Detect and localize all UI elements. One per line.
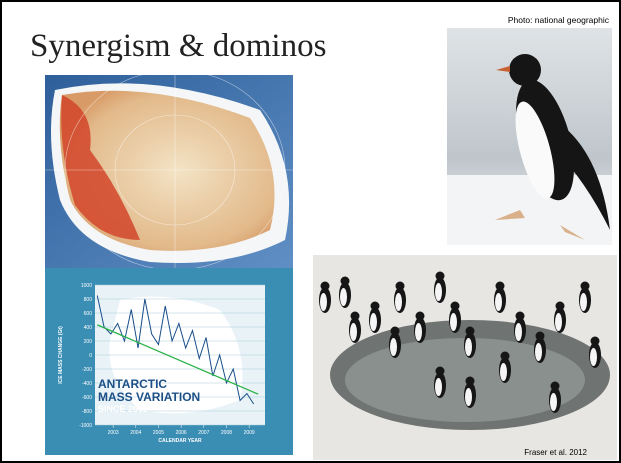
penguin-belly	[590, 348, 597, 366]
penguin-belly	[395, 293, 402, 311]
penguin-head	[500, 351, 510, 361]
penguin-belly	[415, 323, 422, 341]
x-tick-label: 2009	[244, 430, 255, 436]
y-tick-label: 400	[84, 325, 93, 331]
y-tick-label: 200	[84, 339, 93, 345]
penguin-head	[555, 301, 565, 311]
penguin-head	[515, 311, 525, 321]
penguin-belly	[465, 388, 472, 406]
trend-line	[97, 324, 259, 395]
x-axis-label: CALENDAR YEAR	[158, 438, 202, 444]
penguin-head	[535, 331, 545, 341]
x-tick-label: 2008	[221, 430, 232, 436]
penguin-belly	[350, 323, 357, 341]
inset-title: MASS VARIATION	[98, 390, 200, 404]
penguin-belly	[535, 343, 542, 361]
colony-image	[313, 255, 617, 460]
penguin-head	[320, 281, 330, 291]
penguin-belly	[515, 323, 522, 341]
penguin-head	[340, 276, 350, 286]
photo-credit: Photo: national geographic	[508, 15, 610, 25]
y-tick-label: 600	[84, 311, 93, 317]
penguin-head	[350, 311, 360, 321]
penguin-head	[580, 281, 590, 291]
x-tick-label: 2006	[176, 430, 187, 436]
y-tick-label: -600	[82, 395, 92, 401]
x-tick-label: 2005	[153, 430, 164, 436]
penguin-belly	[320, 293, 327, 311]
y-tick-label: -400	[82, 381, 92, 387]
title: Synergism & dominos	[30, 28, 326, 64]
y-tick-label: -800	[82, 409, 92, 415]
penguin-belly	[555, 313, 562, 331]
penguin-belly	[390, 338, 397, 356]
penguin-belly	[435, 378, 442, 396]
y-axis-label: ICE MASS CHANGE (Gt)	[58, 326, 64, 384]
x-tick-label: 2004	[130, 430, 141, 436]
penguin-head	[415, 311, 425, 321]
penguin-head	[435, 366, 445, 376]
penguin-head	[395, 281, 405, 291]
penguin-belly	[495, 293, 502, 311]
inset-title: ANTARCTIC	[98, 377, 167, 391]
y-tick-label: -200	[82, 367, 92, 373]
penguin-head	[590, 336, 600, 346]
penguin-belly	[435, 283, 442, 301]
penguin-belly	[550, 393, 557, 411]
inset-title: SINCE 2002	[98, 404, 148, 414]
penguin-head	[465, 376, 475, 386]
y-tick-label: 0	[89, 353, 92, 359]
penguin-head	[465, 326, 475, 336]
y-tick-label: 1000	[81, 283, 92, 289]
penguin-head	[495, 281, 505, 291]
citation: Fraser et al. 2012	[524, 448, 587, 457]
penguin-head	[450, 301, 460, 311]
y-tick-label: -1000	[79, 423, 92, 429]
penguin-belly	[500, 363, 507, 381]
penguin-head	[550, 381, 560, 391]
y-tick-label: 800	[84, 297, 93, 303]
penguin-belly	[370, 313, 377, 331]
penguin-belly	[450, 313, 457, 331]
penguin-belly	[580, 293, 587, 311]
x-tick-label: 2003	[108, 430, 119, 436]
penguin-belly	[465, 338, 472, 356]
penguin-head	[435, 271, 445, 281]
antarctica-image	[45, 69, 293, 271]
penguin-belly	[340, 288, 347, 306]
penguin-head	[370, 301, 380, 311]
penguin-image	[447, 28, 612, 245]
x-tick-label: 2007	[198, 430, 209, 436]
penguin-head	[390, 326, 400, 336]
